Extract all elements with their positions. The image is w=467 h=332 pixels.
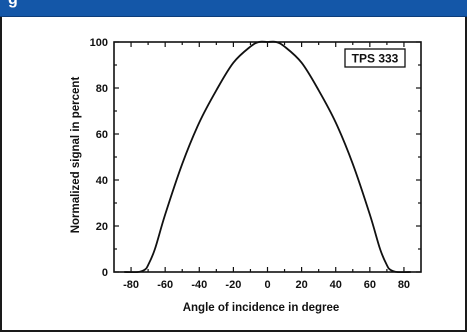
y-tick-label: 100 [90,37,108,49]
y-tick-label: 0 [102,267,108,279]
x-tick-label: -80 [123,279,139,291]
x-tick-label: 0 [264,279,270,291]
y-tick-label: 40 [96,175,108,187]
x-tick-label: 80 [398,279,410,291]
x-axis-label: Angle of incidence in degree [183,302,340,314]
x-tick-label: -20 [225,279,241,291]
header-bar: g [0,0,467,17]
x-tick-label: 60 [364,279,376,291]
x-tick-label: -40 [191,279,207,291]
y-tick-label: 60 [96,129,108,141]
x-tick-label: -60 [157,279,173,291]
y-tick-label: 80 [96,83,108,95]
series-layer [124,40,411,274]
x-tick-label: 40 [330,279,342,291]
y-axis-label: Normalized signal in percent [70,77,82,234]
x-tick-label: 20 [295,279,307,291]
y-tick-label: 20 [96,221,108,233]
plot-area [113,41,422,273]
legend-box [344,48,406,68]
y-axis-ticks: 0 20 40 60 80 100 [90,37,421,279]
series-line [124,40,411,274]
x-axis-ticks: -80 -60 -40 -20 0 20 40 60 80 [123,42,410,291]
legend-label: TPS 333 [352,52,399,66]
legend: TPS 333 [344,48,406,68]
header-title-fragment: g [8,0,18,9]
plot-border [113,41,422,273]
